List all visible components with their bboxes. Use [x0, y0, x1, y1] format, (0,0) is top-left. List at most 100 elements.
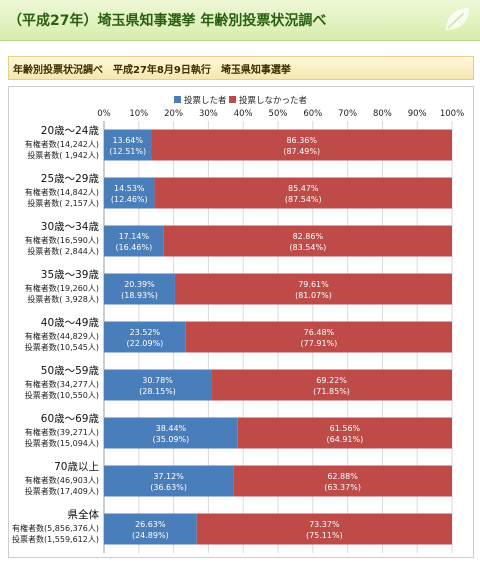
legend-label-voted: 投票した者 [184, 95, 227, 106]
bar-not-voted [151, 129, 452, 161]
category-eligible-count: 有権者数(16,590人) [25, 235, 99, 245]
category-voter-count: 投票者数( 1,942人) [27, 150, 99, 160]
x-tick-label: 70% [338, 109, 357, 119]
category-eligible-count: 有権者数(34,277人) [25, 379, 99, 389]
data-sublabel-voted: (22.09%) [127, 339, 164, 348]
bar-voted [104, 177, 155, 209]
category-label: 50歳〜59歳 [41, 365, 100, 377]
bar-not-voted [233, 465, 452, 497]
bar-not-voted [163, 225, 452, 257]
category-label: 70歳以上 [54, 461, 99, 473]
category-eligible-count: 有権者数(46,903人) [25, 475, 99, 485]
bar-voted [104, 369, 212, 401]
data-sublabel-not-voted: (63.37%) [324, 483, 361, 492]
data-label-not-voted: 79.61% [298, 280, 329, 289]
data-sublabel-not-voted: (83.54%) [289, 243, 326, 252]
category-label: 県全体 [68, 508, 100, 521]
bar-voted [104, 273, 175, 305]
category-voter-count: 投票者数( 2,844人) [27, 246, 99, 256]
data-label-voted: 37.12% [153, 472, 184, 481]
x-tick-label: 40% [234, 109, 253, 119]
data-label-not-voted: 82.86% [293, 232, 324, 241]
data-label-voted: 14.53% [114, 184, 145, 193]
stacked-bar-chart: 投票した者 投票しなかった者 0% 10% 20% 30% 40% 50% 60% 70% 80% 9… [12, 95, 464, 553]
category-label: 20歳〜24歳 [41, 125, 100, 137]
category-voter-count: 投票者数( 3,928人) [27, 294, 99, 304]
data-sublabel-not-voted: (71.85%) [313, 387, 350, 396]
category-eligible-count: 有権者数(39,271人) [25, 427, 99, 437]
category-eligible-count: 有権者数(5,856,376人) [12, 523, 99, 533]
category-eligible-count: 有権者数(44,829人) [25, 331, 99, 341]
data-sublabel-voted: (24.89%) [132, 531, 169, 540]
bar-voted [104, 465, 234, 497]
x-tick-label: 30% [199, 109, 218, 119]
data-label-voted: 26.63% [135, 520, 166, 529]
category-eligible-count: 有権者数(19,260人) [25, 283, 99, 293]
category-voter-count: 投票者数(15,094人) [25, 438, 99, 448]
category-label: 60歳〜69歳 [41, 413, 100, 425]
category-eligible-count: 有権者数(14,842人) [25, 187, 99, 197]
bar-voted [104, 129, 152, 161]
data-sublabel-not-voted: (75.11%) [306, 531, 343, 540]
data-label-voted: 17.14% [119, 232, 150, 241]
bar-not-voted [237, 417, 452, 449]
category-voter-count: 投票者数(10,550人) [25, 390, 99, 400]
bar-not-voted [211, 369, 452, 401]
data-sublabel-voted: (16.46%) [115, 243, 152, 252]
bar-not-voted [174, 273, 452, 305]
data-label-not-voted: 86.36% [286, 136, 317, 145]
category-label: 35歳〜39歳 [41, 269, 100, 281]
category-eligible-count: 有権者数(14,242人) [25, 139, 99, 149]
data-sublabel-voted: (36.63%) [150, 483, 187, 492]
title-banner: （平成27年）埼玉県知事選挙 年齢別投票状況調べ [0, 0, 480, 41]
legend-swatch-voted [174, 96, 181, 103]
category-label: 30歳〜34歳 [41, 221, 100, 233]
data-sublabel-voted: (12.46%) [111, 195, 148, 204]
data-sublabel-voted: (28.15%) [139, 387, 176, 396]
data-label-not-voted: 61.56% [330, 424, 361, 433]
legend-label-not-voted: 投票しなかった者 [239, 95, 308, 106]
x-tick-label: 90% [408, 109, 427, 119]
x-tick-label: 50% [269, 109, 288, 119]
x-tick-label: 0% [97, 109, 111, 119]
bar-voted [104, 225, 164, 257]
data-sublabel-not-voted: (64.91%) [327, 435, 364, 444]
subheader-bar: 年齢別投票状況調べ 平成27年8月9日執行 埼玉県知事選挙 [8, 56, 474, 80]
bar-voted [104, 513, 197, 545]
data-sublabel-not-voted: (81.07%) [295, 291, 332, 300]
chart-panel: 投票した者 投票しなかった者 0% 10% 20% 30% 40% 50% 60% 70% 80% 9… [8, 86, 474, 558]
legend-swatch-not-voted [229, 96, 236, 103]
x-tick-label: 20% [164, 109, 183, 119]
page-title: （平成27年）埼玉県知事選挙 年齢別投票状況調べ [8, 13, 327, 29]
data-label-not-voted: 76.48% [304, 328, 335, 337]
bar-not-voted [185, 321, 452, 353]
data-label-voted: 30.78% [142, 376, 173, 385]
data-label-not-voted: 85.47% [288, 184, 319, 193]
data-sublabel-voted: (12.51%) [109, 147, 146, 156]
bar-not-voted [154, 177, 453, 209]
x-tick-label: 10% [129, 109, 148, 119]
x-tick-label: 80% [373, 109, 392, 119]
data-sublabel-voted: (18.93%) [121, 291, 158, 300]
data-sublabel-voted: (35.09%) [153, 435, 190, 444]
data-label-not-voted: 69.22% [316, 376, 347, 385]
data-label-voted: 38.44% [156, 424, 187, 433]
data-label-voted: 23.52% [130, 328, 161, 337]
data-label-not-voted: 73.37% [309, 520, 340, 529]
x-tick-label: 60% [303, 109, 322, 119]
subheader-text: 年齢別投票状況調べ 平成27年8月9日執行 埼玉県知事選挙 [13, 65, 291, 76]
leaf-icon [446, 8, 469, 30]
bar-voted [104, 417, 238, 449]
data-sublabel-not-voted: (87.54%) [285, 195, 322, 204]
x-tick-label: 100% [440, 109, 464, 119]
bar-not-voted [196, 513, 452, 545]
data-sublabel-not-voted: (77.91%) [301, 339, 338, 348]
category-label: 40歳〜49歳 [41, 317, 100, 329]
category-label: 25歳〜29歳 [41, 173, 100, 185]
category-voter-count: 投票者数(10,545人) [25, 342, 99, 352]
category-voter-count: 投票者数( 2,157人) [27, 198, 99, 208]
data-label-voted: 20.39% [124, 280, 155, 289]
bar-voted [104, 321, 186, 353]
category-voter-count: 投票者数(1,559,612人) [12, 534, 99, 544]
data-sublabel-not-voted: (87.49%) [283, 147, 320, 156]
